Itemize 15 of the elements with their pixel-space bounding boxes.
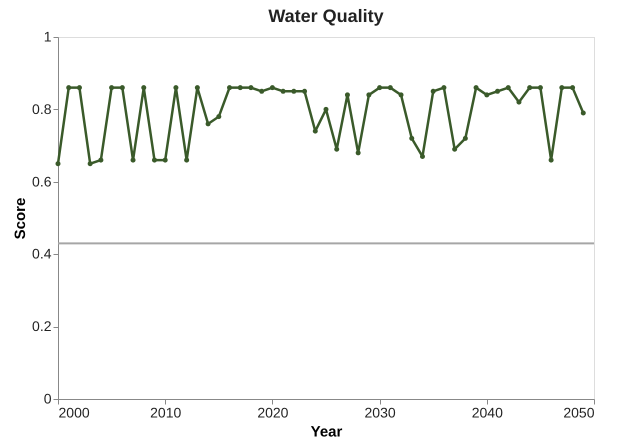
y-axis-title: Score (12, 198, 30, 240)
y-tick-label: 0.6 (32, 173, 52, 190)
y-tick-label: 0 (44, 390, 52, 406)
y-tick-label: 1 (44, 28, 52, 44)
x-axis-title: Year (310, 424, 343, 440)
x-tick-label: 2000 (58, 404, 90, 420)
x-tick-label: 2010 (150, 404, 182, 420)
x-tick-label: 2030 (364, 404, 396, 420)
y-tick-label: 0.2 (32, 318, 52, 334)
x-tick-label: 2020 (257, 404, 289, 420)
y-tick-label: 0.4 (32, 246, 52, 262)
x-tick-label: 2040 (472, 404, 504, 420)
chart-title: Water Quality (268, 6, 384, 26)
x-tick-label: 2050 (563, 404, 595, 420)
y-tick-label: 0.8 (32, 100, 52, 117)
